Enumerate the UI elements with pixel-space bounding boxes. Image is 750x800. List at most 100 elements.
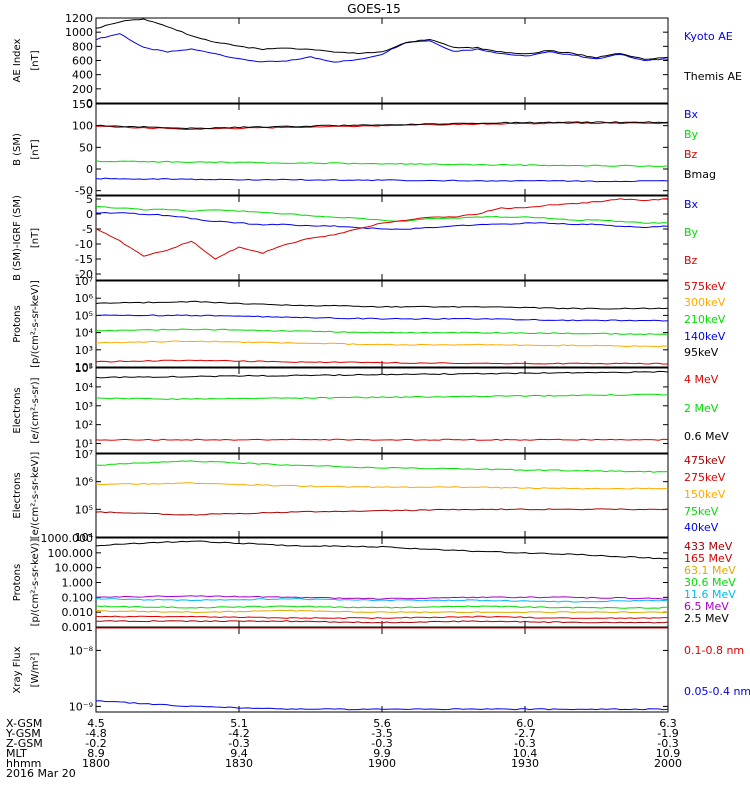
y-tick-label: 0 [86,97,93,110]
legend-entry: Bx [684,198,699,211]
footer-row-label: 2016 Mar 20 [6,767,76,780]
y-tick-label: 600 [72,55,93,68]
legend-entry: 0.6 MeV [684,430,729,443]
series-line [95,615,668,620]
y-tick-label: 10³ [75,344,93,357]
series-line [95,359,669,365]
y-tick-label: 10⁵ [75,503,93,516]
footer-value: 10.9 [656,747,681,760]
legend-entry: Bx [684,108,699,121]
y-tick-label: 10.000 [55,562,94,575]
footer-value: 1800 [82,757,110,770]
y-tick-label: 0.100 [62,591,94,604]
footer-row-label: MLT [6,747,27,760]
y-tick-label: 10⁶ [75,292,94,305]
series-line [95,211,669,230]
series-line [95,198,669,260]
series-line [95,33,669,63]
y-tick-label: 10⁷ [75,448,93,461]
panel-frame [95,17,669,104]
legend-entry: 2 MeV [684,402,719,415]
series-line [96,328,669,336]
series-line [95,121,669,130]
y-tick-label: 100 [72,120,93,133]
y-tick-label: 10⁶ [75,476,94,489]
y-tick-label: 10⁴ [75,327,94,340]
y-tick-label: -5 [82,223,93,236]
y-tick-label: 10² [75,361,93,374]
panel-frame [95,537,669,628]
series-line [95,370,669,379]
footer-value: 9.4 [230,747,248,760]
legend-entry: Themis AE [683,70,742,83]
y-axis-label: B (SM)-IGRF (SM) [12,195,23,281]
y-tick-label: 10⁵ [75,309,93,322]
legend-entry: 165 MeV [684,552,733,565]
series-line [96,460,669,473]
legend-entry: 95keV [684,346,719,359]
y-tick-label: 1200 [65,12,93,25]
footer-row-label: Z-GSM [6,737,43,750]
y-axis-label: [nT] [30,50,41,70]
y-axis-label: Protons [12,305,23,342]
panel-electrons_hi: 10¹ 10² 10³ 10⁴ 10⁵ Electrons [e/(cm²-s-sr)] 4 … [12,362,729,454]
y-axis-label: Electrons [12,387,23,433]
y-tick-label: 50 [79,141,93,154]
footer-value: 6.3 [659,717,677,730]
y-tick-label: -50 [75,185,93,198]
y-tick-label: 0 [86,163,93,176]
y-tick-label: 1.000 [62,577,94,590]
y-tick-label: 10⁷ [75,275,93,288]
y-tick-label: 10³ [75,400,93,413]
series-line [95,595,669,600]
y-axis-label: Electrons [12,472,23,518]
footer-value: -1.9 [657,727,678,740]
y-tick-label: 10⁴ [75,531,94,544]
footer-value: -3.5 [371,727,392,740]
series-line [95,393,669,401]
y-tick-label: 10⁵ [75,362,93,375]
footer-row-label: X-GSM [6,717,42,730]
footer-value: 1930 [511,757,539,770]
legend-entry: Bz [684,254,698,267]
y-axis-label: [nT] [30,139,41,159]
panel-protons: 10² 10³ 10⁴ 10⁵ 10⁶ 10⁷ Protons [p/(cm²-s-sr-ke… [12,275,726,374]
y-tick-label: 200 [72,83,93,96]
footer-row-label: Y-GSM [5,727,41,740]
y-tick-label: 800 [72,40,93,53]
legend-entry: 275keV [684,471,726,484]
legend-entry: Bz [684,148,698,161]
y-axis-label: Xray Flux [12,646,23,693]
panel-db: -20 -15 -10 -5 0 5 B (SM)-IGRF (SM) [nT] Bx By Bz [12,193,699,281]
series-line [95,482,669,490]
series-line [95,18,669,60]
series-line [95,540,669,560]
series-line [95,300,669,310]
footer-value: 9.9 [373,747,391,760]
footer-row-label: hhmm [6,757,41,770]
footer-value: 5.1 [230,717,248,730]
y-tick-label: 0 [86,208,93,221]
legend-entry: 150keV [684,488,726,501]
legend-entry: 300keV [684,296,726,309]
y-tick-label: 1000 [65,26,93,39]
legend-entry: 0.05-0.4 nm [684,685,750,698]
y-axis-label: [e/(cm²-s-sr)] [30,377,41,443]
y-axis-label: [nT] [30,228,41,248]
footer-value: -0.3 [657,737,678,750]
series-line [95,609,669,614]
series-line [95,605,669,609]
legend-entry: 11.6 MeV [684,588,736,601]
series-line [95,508,669,516]
y-tick-label: -15 [75,253,93,266]
y-tick-label: 400 [72,69,93,82]
legend-entry: 575keV [684,280,726,293]
legend-entry: 6.5 MeV [684,600,729,613]
y-axis-label: [p/(cm²-s-sr-keV)] [30,539,41,627]
series-line [95,597,669,603]
y-axis-label: Protons [12,564,23,601]
